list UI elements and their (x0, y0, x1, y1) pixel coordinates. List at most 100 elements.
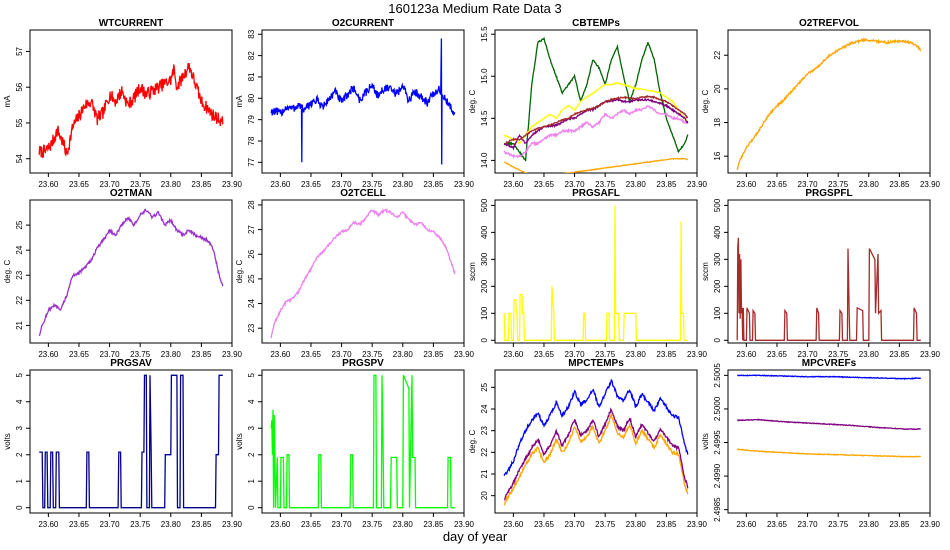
x-tick-label: 23.70 (798, 520, 819, 529)
panel-mpcvrefs: MPCVREFs volts 23.60 23.65 23.70 23.75 23.80 23… (701, 358, 941, 529)
y-tick-label: 2.4990 (713, 463, 722, 488)
y-tick-label: 1 (15, 478, 24, 483)
y-tick-label: 25 (480, 382, 489, 391)
x-tick-label: 23.80 (161, 520, 182, 529)
plot-frame (29, 369, 233, 514)
x-tick-label: 23.65 (534, 350, 555, 359)
x-tick-label: 23.90 (687, 520, 708, 529)
x-tick-label: 23.75 (130, 180, 151, 189)
y-tick-label: 24 (480, 404, 489, 413)
y-tick-label: 22 (15, 295, 24, 304)
y-tick-label: 2 (247, 452, 256, 457)
y-tick-label: 79 (247, 115, 256, 124)
x-tick-label: 23.80 (859, 520, 880, 529)
y-tick-label: 0 (713, 338, 722, 343)
x-tick-label: 23.85 (889, 520, 910, 529)
series-line-yellow (504, 81, 688, 146)
y-tick-label: 18 (713, 118, 722, 127)
y-tick-label: 21 (15, 320, 24, 329)
y-tick-label: 24 (15, 245, 24, 254)
y-tick-label: 23 (480, 426, 489, 435)
series-line-PRGSPV (270, 374, 455, 509)
series-line-purple (504, 407, 689, 501)
x-tick-label: 23.80 (393, 350, 414, 359)
x-tick-label: 23.90 (222, 350, 243, 359)
y-axis-label: deg. C (468, 429, 477, 453)
x-tick-label: 23.75 (828, 180, 849, 189)
y-tick-label: 23 (15, 270, 24, 279)
x-tick-label: 23.65 (767, 180, 788, 189)
y-tick-label: 0 (247, 505, 256, 510)
x-tick-label: 23.70 (332, 520, 353, 529)
plot-frame (727, 199, 931, 344)
y-tick-label: 80 (247, 93, 256, 102)
x-tick-label: 23.90 (920, 180, 941, 189)
series-line-spike2 (440, 38, 443, 165)
y-tick-label: 56 (15, 82, 24, 91)
plot-frame (727, 369, 931, 514)
x-tick-label: 23.80 (859, 350, 880, 359)
y-tick-label: 400 (480, 225, 489, 239)
y-tick-label: 26 (247, 249, 256, 258)
y-tick-label: 23 (247, 323, 256, 332)
x-tick-label: 23.75 (595, 180, 616, 189)
y-tick-label: 16 (713, 151, 722, 160)
x-tick-label: 23.60 (503, 350, 524, 359)
y-tick-label: 77 (247, 157, 256, 166)
y-tick-label: 4 (15, 399, 24, 404)
series-line-PRGSPFL (736, 237, 921, 341)
y-tick-label: 100 (480, 306, 489, 320)
x-tick-label: 23.85 (656, 520, 677, 529)
x-tick-label: 23.60 (270, 180, 291, 189)
series-line-purple (737, 418, 921, 431)
x-tick-label: 23.85 (889, 350, 910, 359)
x-tick-label: 23.65 (301, 180, 322, 189)
x-tick-label: 23.75 (130, 350, 151, 359)
figure-title: 160123a Medium Rate Data 3 (388, 1, 562, 16)
x-tick-label: 23.80 (626, 350, 647, 359)
x-tick-label: 23.75 (362, 520, 383, 529)
series-line-O2TCELL (270, 208, 456, 339)
y-tick-label: 100 (713, 306, 722, 320)
x-tick-label: 23.70 (100, 520, 121, 529)
x-tick-label: 23.60 (270, 520, 291, 529)
x-tick-label: 23.70 (565, 520, 586, 529)
y-tick-label: 500 (713, 198, 722, 212)
y-tick-label: 22 (713, 50, 722, 59)
panel-title: PRGSPFL (805, 188, 852, 199)
y-tick-label: 24 (247, 299, 256, 308)
x-tick-label: 23.75 (595, 350, 616, 359)
x-tick-label: 23.75 (362, 350, 383, 359)
x-tick-label: 23.85 (656, 350, 677, 359)
series-line-O2TMAN (38, 208, 224, 337)
figure-x-axis-label: day of year (442, 529, 508, 544)
series-line-green (503, 36, 689, 162)
series-line-orange (736, 448, 922, 458)
y-tick-label: 20 (480, 491, 489, 500)
y-axis-label: volts (3, 433, 12, 449)
panel-prgsafl: PRGSAFL sccm 23.60 23.65 23.70 23.75 23.80 23.8… (468, 188, 708, 359)
y-tick-label: 5 (247, 373, 256, 378)
plot-frame (727, 29, 931, 174)
x-tick-label: 23.80 (626, 180, 647, 189)
x-tick-label: 23.85 (191, 350, 212, 359)
y-axis-label: volts (701, 433, 710, 449)
x-tick-label: 23.75 (595, 520, 616, 529)
y-tick-label: 57 (15, 46, 24, 55)
x-tick-label: 23.75 (828, 520, 849, 529)
plot-frame (261, 199, 465, 344)
panel-title: MPCTEMPs (568, 358, 624, 369)
x-tick-label: 23.75 (362, 180, 383, 189)
y-tick-label: 55 (15, 118, 24, 127)
panel-title: PRGSAV (110, 358, 152, 369)
x-tick-label: 23.90 (222, 520, 243, 529)
y-tick-label: 0 (15, 505, 24, 510)
x-tick-label: 23.80 (393, 180, 414, 189)
y-tick-label: 1 (247, 478, 256, 483)
x-tick-label: 23.60 (38, 520, 59, 529)
y-axis-label: sccm (701, 262, 710, 281)
x-tick-label: 23.90 (687, 180, 708, 189)
series-line-O2CURRENT (270, 82, 456, 117)
x-tick-label: 23.60 (736, 520, 757, 529)
x-tick-label: 23.70 (798, 180, 819, 189)
